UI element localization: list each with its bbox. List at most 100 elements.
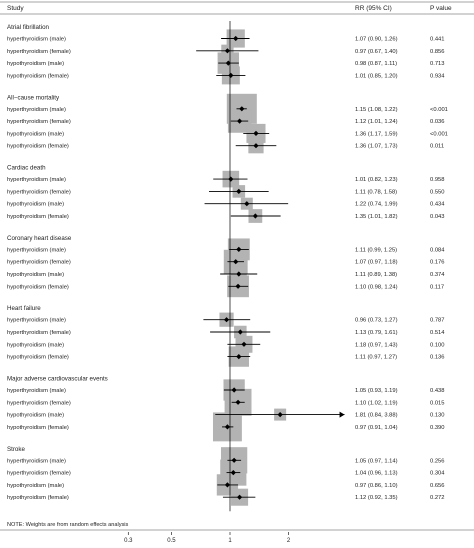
point-estimate <box>224 424 231 430</box>
point-estimate <box>244 201 250 207</box>
row-ci-text: 1.11 (0.89, 1.38) <box>355 272 397 278</box>
point-estimate <box>235 283 241 289</box>
header-rr: RR (95% CI) <box>355 5 392 12</box>
row-p-value: <0.001 <box>430 131 448 137</box>
row-p-value: 0.390 <box>430 425 445 431</box>
row-label: hypothyroidism (male) <box>7 61 64 67</box>
row-p-value: 0.176 <box>430 260 445 266</box>
row-p-value: 0.136 <box>430 355 445 361</box>
note: NOTE: Weights are from random effects an… <box>7 522 129 528</box>
row-p-value: 0.272 <box>430 495 445 501</box>
row-p-value: 0.438 <box>430 388 445 394</box>
row-ci-text: 1.12 (1.01, 1.24) <box>355 119 398 125</box>
row-p-value: 0.374 <box>430 272 445 278</box>
header-p: P value <box>430 5 452 12</box>
row-ci-text: 1.07 (0.97, 1.18) <box>355 260 398 266</box>
point-estimate <box>236 354 242 360</box>
row-label: hyperthyroidism (female) <box>7 189 71 195</box>
row-p-value: 0.256 <box>430 458 445 464</box>
row-label: hyperthyroidism (male) <box>7 247 66 253</box>
row-ci-text: 1.13 (0.79, 1.61) <box>355 330 398 336</box>
row-label: hypothyroidism (male) <box>7 413 64 419</box>
row-p-value: 0.958 <box>430 177 445 183</box>
row-label: hyperthyroidism (female) <box>7 119 71 125</box>
point-estimate <box>228 176 234 182</box>
row-label: hypothyroidism (female) <box>7 73 69 79</box>
point-estimate <box>235 399 241 405</box>
row-label: hypothyroidism (male) <box>7 272 64 278</box>
row-label: hyperthyroidism (female) <box>7 471 71 477</box>
row-ci-text: 1.12 (0.92, 1.35) <box>355 495 398 501</box>
row-label: hyperthyroidism (male) <box>7 37 66 43</box>
row-label: hypothyroidism (female) <box>7 214 69 220</box>
row-p-value: 0.304 <box>430 471 445 477</box>
group-title: Major adverse cardiovascular events <box>7 376 108 383</box>
row-ci-text: 1.36 (1.07, 1.73) <box>355 144 398 150</box>
row-label: hypothyroidism (female) <box>7 495 69 501</box>
row-p-value: 0.015 <box>430 400 445 406</box>
row-p-value: 0.514 <box>430 330 445 336</box>
point-estimate <box>228 72 234 78</box>
row-ci-text: 1.10 (1.02, 1.19) <box>355 400 398 406</box>
point-estimate <box>241 341 247 347</box>
row-ci-text: 1.07 (0.90, 1.26) <box>355 37 398 43</box>
row-p-value: 0.656 <box>430 483 445 489</box>
row-p-value: 0.100 <box>430 342 445 348</box>
row-ci-text: 1.35 (1.01, 1.82) <box>355 214 398 220</box>
row-ci-text: 1.04 (0.96, 1.13) <box>355 471 398 477</box>
row-p-value: 0.856 <box>430 49 445 55</box>
header-study: Study <box>7 5 24 12</box>
point-estimate <box>233 259 239 265</box>
point-estimate <box>223 317 230 323</box>
row-label: hypothyroidism (female) <box>7 355 69 361</box>
point-estimate <box>237 329 243 335</box>
point-estimate <box>236 246 242 252</box>
group-title: Cardiac death <box>7 165 46 172</box>
group-title: Atrial fibrillation <box>7 24 50 31</box>
point-estimate <box>225 60 231 66</box>
x-tick-label: 0.5 <box>167 538 176 544</box>
row-p-value: 0.441 <box>430 37 445 43</box>
group-title: All−cause mortality <box>7 94 60 101</box>
group-title: Heart failure <box>7 305 41 312</box>
row-label: hypothyroidism (male) <box>7 342 64 348</box>
row-label: hypothyroidism (male) <box>7 131 64 137</box>
point-estimate <box>239 106 245 112</box>
row-p-value: 0.550 <box>430 189 445 195</box>
row-ci-text: 1.10 (0.98, 1.24) <box>355 284 398 290</box>
point-estimate <box>277 412 283 418</box>
point-estimate <box>253 143 259 149</box>
row-ci-text: 1.11 (0.99, 1.25) <box>355 247 397 253</box>
row-p-value: 0.787 <box>430 318 445 324</box>
row-p-value: 0.043 <box>430 214 445 220</box>
row-label: hyperthyroidism (male) <box>7 318 66 324</box>
point-estimate <box>224 482 231 488</box>
row-label: hypothyroidism (female) <box>7 144 69 150</box>
row-ci-text: 1.36 (1.17, 1.59) <box>355 131 398 137</box>
group-title: Coronary heart disease <box>7 235 72 242</box>
row-label: hyperthyroidism (male) <box>7 388 66 394</box>
row-label: hyperthyroidism (female) <box>7 400 71 406</box>
point-estimate <box>233 35 239 42</box>
group-title: Stroke <box>7 446 25 453</box>
row-p-value: 0.036 <box>430 119 445 125</box>
row-p-value: 0.117 <box>430 284 444 290</box>
row-label: hypothyroidism (male) <box>7 483 64 489</box>
row-ci-text: 1.01 (0.85, 1.20) <box>355 73 398 79</box>
point-estimate <box>236 188 242 194</box>
row-label: hyperthyroidism (female) <box>7 49 71 55</box>
row-label: hypothyroidism (male) <box>7 202 64 208</box>
rows-layer: Atrial fibrillation hyperthyroidism (male… <box>7 21 448 512</box>
row-ci-text: 1.11 (0.97, 1.27) <box>355 355 397 361</box>
row-ci-text: 1.01 (0.82, 1.23) <box>355 177 398 183</box>
point-estimate <box>252 213 258 219</box>
point-estimate <box>236 494 243 500</box>
row-label: hyperthyroidism (male) <box>7 177 66 183</box>
row-p-value: 0.434 <box>430 202 445 208</box>
row-p-value: 0.084 <box>430 247 445 253</box>
x-tick-label: 2 <box>287 538 291 544</box>
row-ci-text: 1.05 (0.97, 1.14) <box>355 458 398 464</box>
ci-arrow <box>339 411 345 418</box>
row-ci-text: 1.11 (0.78, 1.58) <box>355 189 397 195</box>
